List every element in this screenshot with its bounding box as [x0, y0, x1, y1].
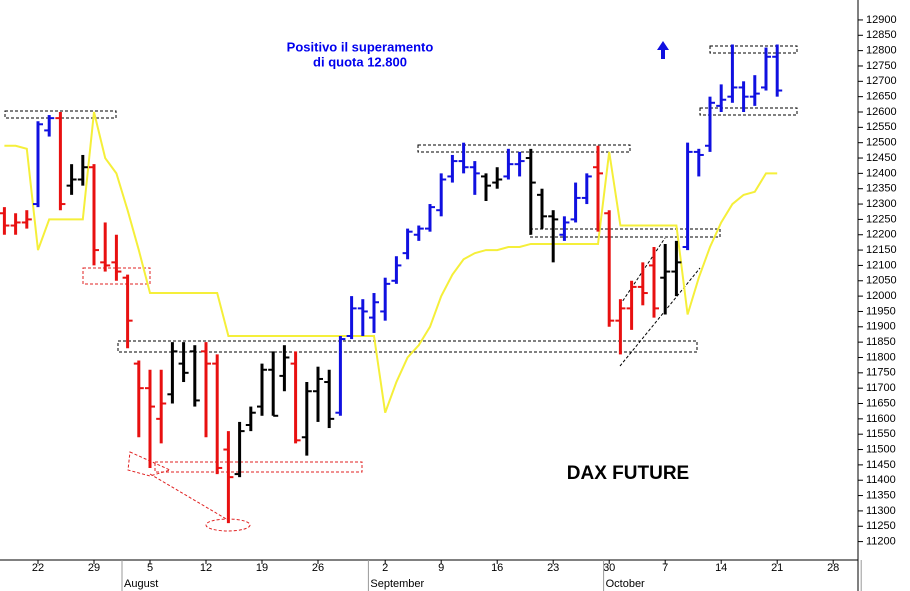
y-tick-label: 11650 [866, 397, 896, 409]
y-tick-label: 12300 [866, 198, 897, 210]
y-tick-label: 12150 [866, 244, 897, 256]
y-tick-label: 11350 [866, 489, 896, 501]
x-tick-label: 5 [147, 562, 153, 574]
y-tick-label: 12650 [866, 91, 897, 103]
level-box [4, 110, 117, 119]
level-box [82, 267, 151, 285]
y-tick-label: 12800 [866, 45, 897, 57]
y-tick-label: 12350 [866, 183, 897, 195]
month-label: September [370, 578, 424, 590]
y-tick-label: 11300 [866, 505, 896, 517]
y-tick-label: 11250 [866, 520, 896, 532]
y-tick-label: 12700 [866, 75, 897, 87]
x-tick-label: 29 [88, 562, 100, 574]
y-tick-label: 11450 [866, 459, 896, 471]
month-label: August [124, 578, 158, 590]
y-tick-label: 11600 [866, 413, 896, 425]
y-tick-label: 11200 [866, 535, 896, 547]
trend-line [149, 473, 229, 521]
overlay-line [4, 111, 778, 414]
x-tick-label: 14 [715, 562, 727, 574]
x-tick-label: 23 [547, 562, 559, 574]
x-tick-label: 7 [662, 562, 668, 574]
annotation: di quota 12.800 [313, 54, 407, 69]
trend-line [619, 267, 701, 367]
y-tick-label: 11800 [866, 351, 896, 363]
y-tick-label: 12050 [866, 275, 897, 287]
y-tick-label: 12200 [866, 229, 897, 241]
month-label: October [606, 578, 645, 590]
x-tick-label: 22 [32, 562, 44, 574]
x-tick-label: 16 [491, 562, 503, 574]
level-box [154, 461, 363, 473]
y-tick-label: 11950 [866, 305, 896, 317]
y-tick-label: 12600 [866, 106, 897, 118]
y-tick-label: 12900 [866, 14, 897, 26]
x-tick-label: 19 [256, 562, 268, 574]
x-tick-label: 9 [438, 562, 444, 574]
y-tick-label: 11750 [866, 367, 896, 379]
y-tick-label: 12100 [866, 259, 897, 271]
x-tick-label: 28 [827, 562, 839, 574]
level-box [699, 107, 798, 116]
y-tick-label: 12450 [866, 152, 897, 164]
y-tick-label: 12550 [866, 121, 897, 133]
y-tick-label: 12400 [866, 167, 897, 179]
y-tick-label: 11850 [866, 336, 896, 348]
y-tick-label: 11900 [866, 321, 896, 333]
y-tick-label: 12850 [866, 29, 897, 41]
x-tick-label: 21 [771, 562, 783, 574]
level-box [709, 45, 798, 54]
y-tick-label: 11550 [866, 428, 896, 440]
y-tick-label: 12750 [866, 60, 897, 72]
chart-label: DAX FUTURE [567, 463, 689, 484]
up-arrow [657, 41, 669, 59]
x-tick-label: 30 [603, 562, 615, 574]
level-box [417, 144, 631, 153]
annotation: Positivo il superamento [287, 39, 434, 54]
x-tick-label: 26 [312, 562, 324, 574]
x-tick-label: 2 [382, 562, 388, 574]
y-tick-label: 12500 [866, 137, 897, 149]
y-tick-label: 11400 [866, 474, 896, 486]
y-tick-label: 11500 [866, 443, 896, 455]
y-tick-label: 11700 [866, 382, 896, 394]
x-tick-label: 12 [200, 562, 212, 574]
y-tick-label: 12000 [866, 290, 897, 302]
y-tick-label: 12250 [866, 213, 897, 225]
